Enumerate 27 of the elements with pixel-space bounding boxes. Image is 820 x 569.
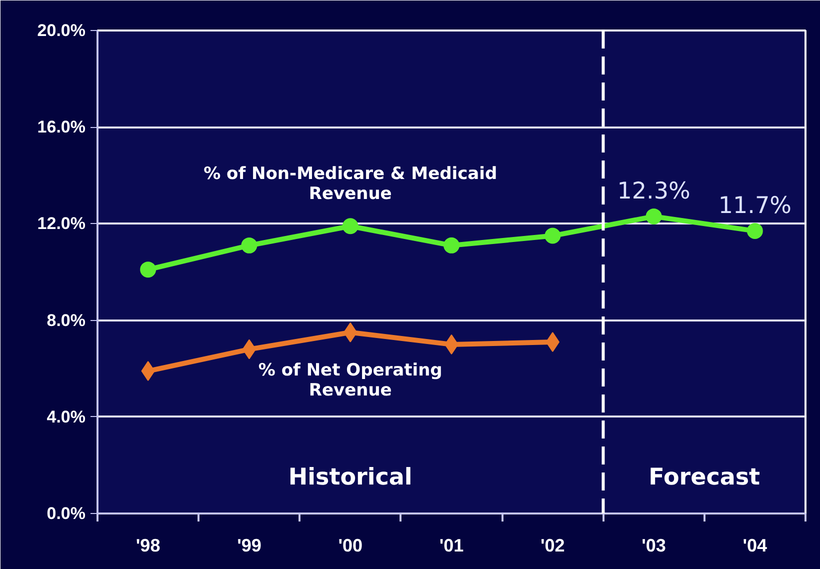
point bbox=[746, 222, 763, 239]
x-tick-label: '01 bbox=[439, 536, 464, 556]
point bbox=[241, 237, 258, 254]
data-label: 11.7% bbox=[718, 192, 792, 219]
point bbox=[242, 339, 256, 360]
point bbox=[342, 218, 358, 234]
x-tick-label: '04 bbox=[742, 536, 768, 556]
annotation: Forecast bbox=[648, 464, 760, 490]
y-tick-label: 12.0% bbox=[37, 214, 86, 234]
x-tick-label: '98 bbox=[136, 536, 160, 556]
annotation: Historical bbox=[288, 464, 412, 490]
x-tick-label: '02 bbox=[540, 536, 565, 556]
y-tick-label: 16.0% bbox=[37, 118, 86, 137]
y-tick-label: 8.0% bbox=[46, 310, 86, 330]
text: % of Non-Medicare & Medicaid Revenue bbox=[204, 164, 498, 204]
x-tick-label: '00 bbox=[338, 536, 363, 556]
x-tick-label: '03 bbox=[642, 536, 666, 556]
point bbox=[140, 262, 156, 278]
point bbox=[444, 237, 460, 254]
x-tick-label: '99 bbox=[237, 536, 262, 556]
point bbox=[544, 228, 561, 244]
y-tick-label: 20.0% bbox=[37, 21, 86, 40]
point bbox=[646, 208, 662, 224]
y-tick-label: 4.0% bbox=[46, 407, 86, 426]
series-label: % of Net Operating Revenue bbox=[258, 360, 442, 400]
data-label: 12.3% bbox=[617, 178, 690, 204]
y-tick-label: 0.0% bbox=[46, 504, 86, 523]
